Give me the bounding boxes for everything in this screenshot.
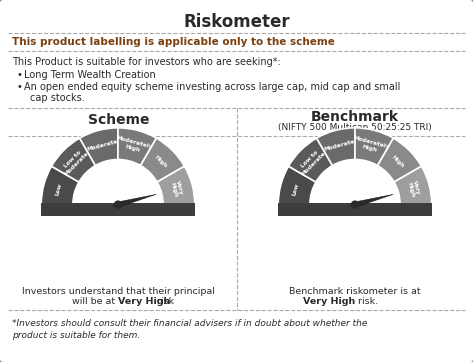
Wedge shape [289,138,333,182]
Bar [278,203,432,216]
Text: Low: Low [55,182,63,196]
Text: Very High: Very High [303,298,355,307]
Text: Riskometer: Riskometer [183,13,290,31]
Text: cap stocks.: cap stocks. [30,93,85,103]
Text: Moderately
High: Moderately High [114,136,153,156]
Text: Very
High: Very High [170,180,184,198]
Text: Investors understand that their principal: Investors understand that their principa… [22,286,215,295]
Wedge shape [79,128,118,165]
Circle shape [351,201,359,208]
Wedge shape [118,128,157,165]
Text: risk: risk [154,298,175,307]
Wedge shape [316,128,355,165]
Wedge shape [157,166,195,205]
Text: Benchmark riskometer is at: Benchmark riskometer is at [289,286,420,295]
Text: Moderate: Moderate [323,139,355,152]
Polygon shape [350,194,394,207]
Text: Moderate: Moderate [86,139,118,152]
Text: Very High: Very High [118,298,170,307]
Wedge shape [41,166,79,205]
Text: Low: Low [292,182,300,196]
Text: *Investors should consult their financial advisers if in doubt about whether the: *Investors should consult their financia… [12,319,368,328]
Wedge shape [394,166,432,205]
Wedge shape [355,128,394,165]
Text: will be at: will be at [72,298,118,307]
Text: High: High [391,154,405,169]
Text: High: High [154,154,168,169]
Text: Benchmark: Benchmark [311,110,399,124]
Text: Low to
Moderate: Low to Moderate [60,147,90,177]
Text: product is suitable for them.: product is suitable for them. [12,332,140,341]
Text: Scheme: Scheme [88,113,149,127]
Text: This Product is suitable for investors who are seeking*:: This Product is suitable for investors w… [12,57,281,67]
Text: (NIFTY 500 Multicap 50:25:25 TRI): (NIFTY 500 Multicap 50:25:25 TRI) [278,123,432,132]
Text: An open ended equity scheme investing across large cap, mid cap and small: An open ended equity scheme investing ac… [24,82,400,92]
Wedge shape [140,138,184,182]
Text: Moderately
High: Moderately High [351,136,390,156]
Wedge shape [377,138,421,182]
Text: Low to
Moderate: Low to Moderate [297,147,327,177]
Text: This product labelling is applicable only to the scheme: This product labelling is applicable onl… [12,37,335,47]
Bar [41,203,195,216]
Wedge shape [278,166,316,205]
Text: Long Term Wealth Creation: Long Term Wealth Creation [24,70,156,80]
Text: risk.: risk. [355,298,378,307]
Text: •: • [16,70,22,80]
Text: Very
High: Very High [407,180,421,198]
Wedge shape [52,138,96,182]
Circle shape [114,201,122,208]
Polygon shape [114,194,157,207]
Text: •: • [16,82,22,92]
